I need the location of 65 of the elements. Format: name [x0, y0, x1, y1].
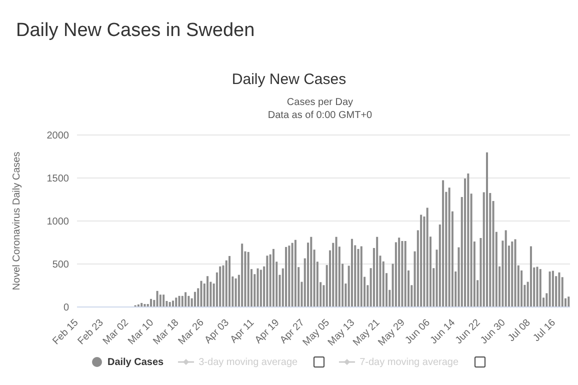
bar [404, 240, 406, 307]
bar [228, 256, 231, 307]
bar [360, 246, 362, 307]
bar [442, 180, 444, 307]
bar [234, 278, 237, 307]
y-tick-label: 1000 [46, 216, 70, 228]
bar [401, 240, 404, 307]
bar [188, 296, 190, 307]
y-tick-label: 2000 [46, 130, 70, 142]
bar [175, 298, 178, 307]
x-tick-label: Jul 08 [506, 317, 534, 344]
bar [247, 252, 250, 307]
bar [376, 236, 378, 307]
bar [514, 239, 516, 307]
text: Daily New Cases in Sweden [16, 20, 255, 42]
bar [256, 268, 259, 307]
bar [552, 270, 554, 307]
bar [168, 302, 171, 307]
bar [266, 256, 268, 307]
bar [150, 298, 152, 307]
bar [181, 296, 184, 307]
legend-label: Daily Cases [106, 356, 164, 368]
y-tick-label: 0 [63, 302, 70, 314]
bar [536, 266, 538, 307]
bar [548, 271, 551, 307]
bar [156, 290, 158, 307]
bar [172, 300, 174, 307]
bar [558, 272, 560, 307]
bar [225, 260, 228, 307]
bar [504, 230, 507, 307]
bar [467, 174, 470, 307]
bar [530, 246, 532, 307]
bar [200, 280, 202, 307]
bar [426, 208, 428, 307]
bar [511, 242, 514, 307]
bar [539, 269, 542, 307]
bar [272, 248, 274, 307]
y-axis-title: Novel Coronavirus Daily Cases [12, 152, 23, 290]
bar [162, 294, 165, 307]
bar [159, 294, 162, 307]
bar [219, 266, 222, 307]
chart-subtitle: Cases per Day Data as of 0:00 GMT+0 [266, 97, 374, 121]
bar [288, 246, 290, 307]
bar [350, 238, 353, 307]
bar [260, 270, 262, 307]
bar [206, 276, 209, 307]
x-tick-label: Jul 16 [531, 317, 558, 344]
bar [241, 244, 244, 307]
bar [486, 152, 488, 307]
bar [335, 236, 338, 307]
bar [420, 214, 422, 307]
y-tick-label: 500 [52, 260, 70, 271]
bar [285, 246, 288, 307]
bar [357, 248, 360, 307]
bar [194, 292, 196, 307]
bar [398, 238, 400, 307]
chart-title: Daily New Cases [230, 71, 348, 88]
y-tick-label: 1500 [46, 174, 70, 185]
bar [178, 296, 180, 307]
bar [568, 296, 570, 307]
bar [448, 188, 450, 307]
bar [291, 242, 294, 307]
bar [294, 240, 296, 307]
bar [310, 236, 312, 307]
bar [184, 292, 187, 307]
